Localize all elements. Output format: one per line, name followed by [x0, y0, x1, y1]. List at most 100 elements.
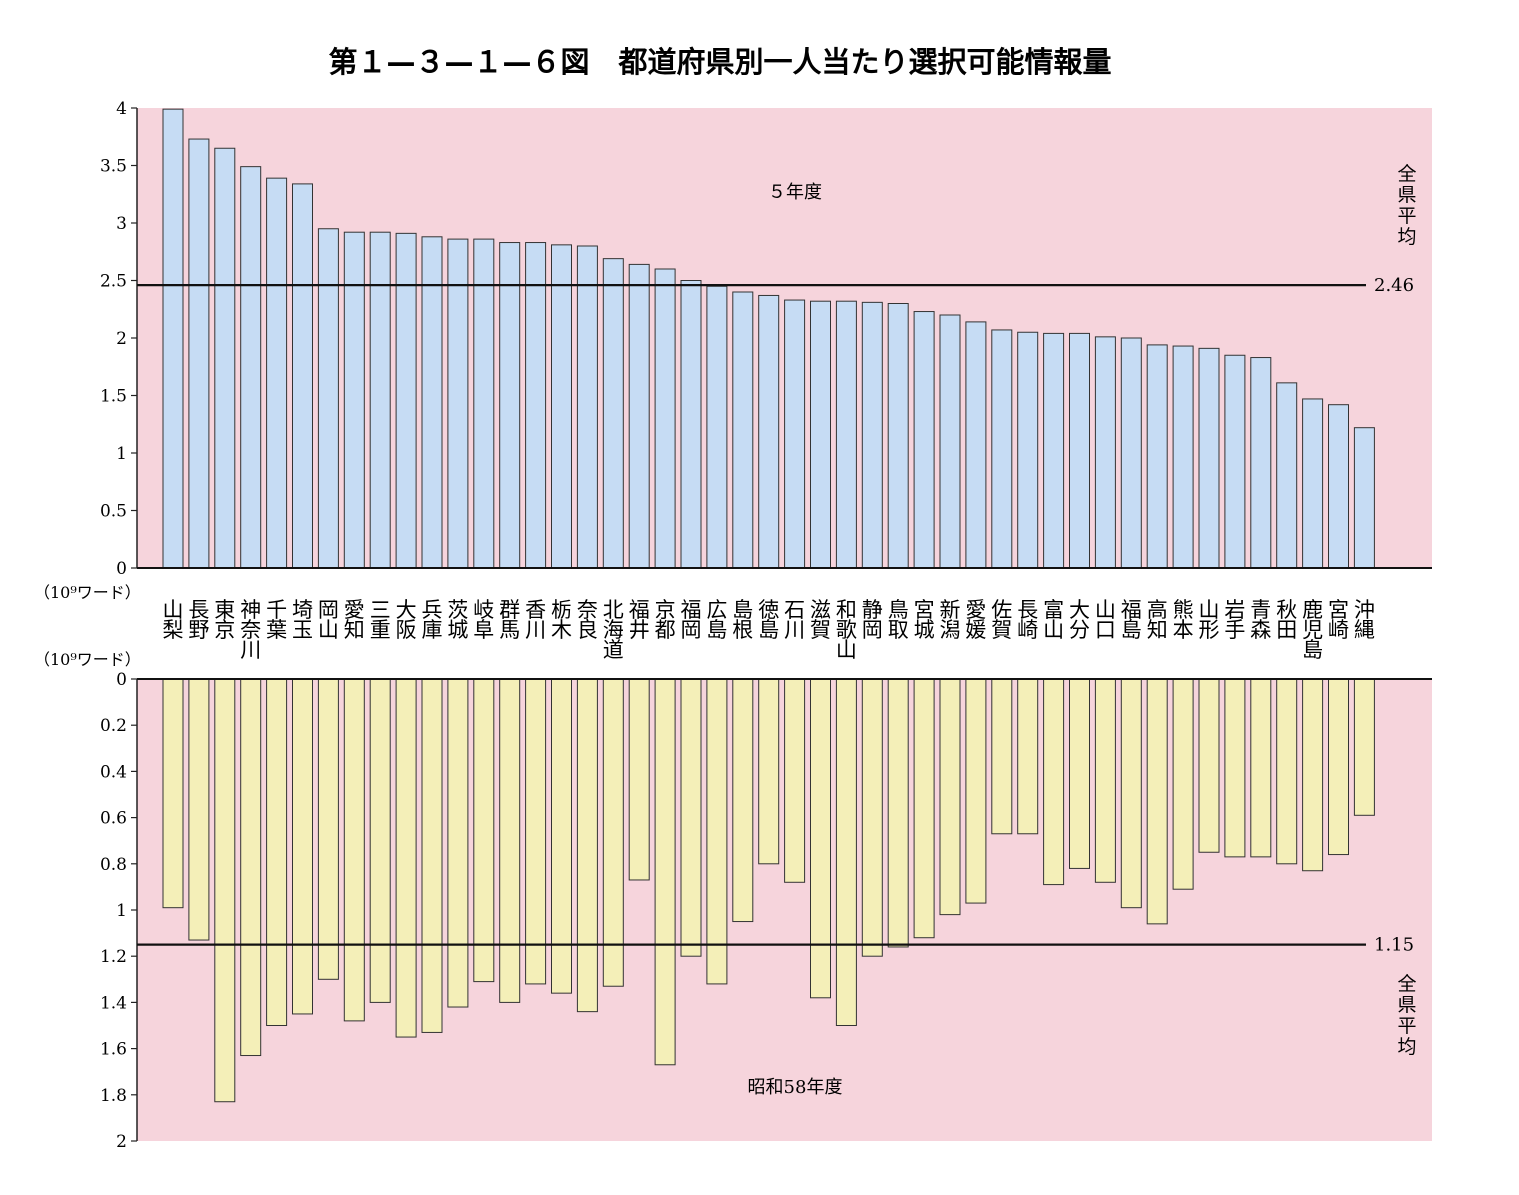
category-label-char: 香 [525, 598, 546, 622]
category-label-char: 縄 [1354, 618, 1375, 642]
category-label-char: 梨 [163, 618, 184, 642]
category-label-char: 都 [655, 618, 676, 642]
top-y-tick-label: 2 [116, 329, 127, 349]
top-bar [628, 263, 650, 569]
bottom-average-text-char: 平 [1397, 1015, 1416, 1037]
bottom-bar [188, 678, 210, 941]
category-label: 秋田 [1276, 598, 1297, 642]
bottom-bar [162, 678, 184, 909]
top-bar [162, 108, 184, 569]
top-bar [395, 232, 417, 569]
category-label-char: 和 [836, 598, 857, 622]
category-label-char: 川 [525, 618, 546, 642]
category-label-char: 新 [940, 598, 961, 622]
top-y-tick-label: 2.5 [100, 272, 127, 292]
category-label: 山口 [1095, 598, 1116, 642]
top-bar [991, 329, 1013, 569]
category-label-char: 岡 [681, 618, 702, 642]
category-label-char: 森 [1250, 618, 1271, 642]
category-label-char: 根 [732, 618, 753, 642]
bottom-bar [1328, 678, 1349, 856]
category-label: 香川 [525, 598, 546, 642]
category-label-char: 山 [1199, 598, 1220, 622]
category-label-char: 知 [1147, 618, 1168, 642]
top-bar [266, 177, 288, 569]
top-bar [525, 242, 547, 569]
top-y-tick-label: 0.5 [100, 502, 127, 522]
bottom-average-text-char: 均 [1397, 1036, 1416, 1058]
bottom-bar [499, 678, 521, 1003]
top-bar [240, 166, 262, 569]
category-label-char: 島 [1121, 618, 1142, 642]
category-label: 三重 [370, 598, 391, 642]
top-y-tick-label: 1.5 [100, 387, 127, 407]
category-label-char: 青 [1250, 598, 1271, 622]
bottom-bar [576, 678, 598, 1013]
category-label-char: 富 [1043, 598, 1064, 622]
top-bar [1198, 347, 1220, 569]
category-label-char: 石 [784, 598, 805, 622]
top-bar [810, 300, 831, 569]
category-label: 福井 [629, 598, 650, 642]
bottom-panel: 0 0.2 0.4 0.6 0.8 1 1.2 1.4 1.6 1.8 2 1.15 昭和58年度 全県平… [100, 670, 1432, 1152]
category-label-char: 愛 [965, 598, 986, 622]
top-y-tick-label: 3.5 [100, 157, 127, 177]
category-label: 東京 [214, 598, 235, 642]
top-bar [732, 291, 754, 569]
bottom-bar [706, 678, 728, 985]
category-label-char: 岐 [473, 598, 494, 622]
category-label: 青森 [1250, 598, 1271, 642]
category-label-char: 野 [188, 618, 209, 642]
category-label-char: 分 [1069, 618, 1090, 642]
category-label-char: 玉 [292, 618, 313, 642]
top-bar [602, 258, 624, 569]
category-label-char: 取 [888, 618, 909, 642]
top-bar [292, 183, 313, 569]
category-label-char: 田 [1276, 618, 1297, 642]
category-label-char: 長 [1017, 598, 1038, 622]
category-label-char: 木 [551, 618, 572, 642]
top-bar [447, 238, 469, 569]
top-average-value: 2.46 [1374, 275, 1414, 296]
bottom-bar [602, 678, 624, 987]
bottom-bar [1172, 678, 1194, 890]
bottom-bar [1224, 678, 1246, 858]
category-label-char: 広 [706, 598, 727, 622]
category-label-char: 大 [396, 598, 417, 622]
category-label-char: 茨 [447, 598, 468, 622]
category-label: 長崎 [1017, 598, 1038, 642]
category-label: 岩手 [1224, 598, 1245, 642]
category-label: 愛知 [344, 598, 365, 642]
category-label-char: 庫 [422, 618, 443, 642]
bottom-bar [1146, 678, 1168, 925]
category-label-char: 海 [603, 618, 624, 642]
bottom-bar [240, 678, 262, 1057]
category-label: 福島 [1121, 598, 1142, 642]
top-bar [758, 294, 780, 569]
category-label: 静岡 [862, 598, 883, 642]
category-label-char: 滋 [810, 598, 831, 622]
bottom-bar [317, 678, 339, 980]
category-label: 宮崎 [1328, 598, 1349, 642]
category-label: 群馬 [499, 598, 520, 642]
category-label-char: 歌 [836, 618, 857, 642]
top-y-tick-label: 4 [116, 99, 127, 119]
top-bar [1250, 357, 1272, 569]
top-bar [1172, 345, 1194, 569]
bottom-bar [447, 678, 469, 1008]
category-label-char: 川 [784, 618, 805, 642]
bottom-bar [214, 678, 236, 1103]
bottom-bar [887, 678, 909, 948]
bottom-bar [1198, 678, 1220, 853]
top-bar [499, 242, 521, 569]
bottom-bar [395, 678, 417, 1038]
bottom-bar [1302, 678, 1324, 872]
top-bar [1302, 398, 1324, 569]
category-label: 富山 [1043, 598, 1064, 642]
bottom-bar [732, 678, 754, 923]
category-label-char: 愛 [344, 598, 365, 622]
category-label: 山形 [1199, 598, 1220, 642]
bottom-bar [1043, 678, 1065, 886]
category-label-char: 福 [629, 598, 650, 622]
